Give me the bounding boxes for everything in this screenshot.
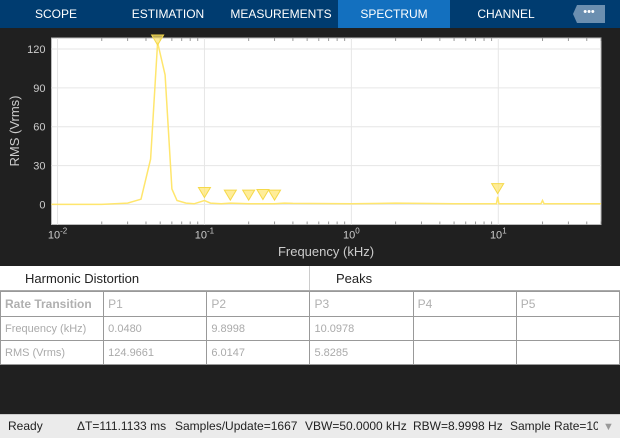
spectrum-plot[interactable]: 0 30 60 90 120 10-2 10-1 100 101 Frequency (kHz)… (0, 28, 620, 266)
harmonic-distortion-tab[interactable]: Harmonic Distortion (0, 266, 310, 290)
table-cell (412, 340, 517, 365)
table-cell (412, 316, 517, 341)
table-cell (515, 340, 620, 365)
column-header: Rate Transition (0, 291, 105, 317)
tab-channel-measurements[interactable]: CHANNEL MEASU... (477, 7, 535, 50)
tab-scope[interactable]: SCOPE (34, 7, 77, 21)
x-axis-label: Frequency (kHz) (278, 244, 374, 259)
table-cell: 6.0147 (206, 340, 311, 365)
peaks-table: Rate Transition P1 P2 P3 P4 P5 Frequency… (0, 291, 620, 365)
peak-marker (267, 189, 282, 202)
table-header-row: Rate Transition P1 P2 P3 P4 P5 (0, 291, 620, 317)
table-cell: 9.8998 (206, 316, 311, 341)
table-cell: 0.0480 (103, 316, 208, 341)
table-row: Frequency (kHz) 0.0480 9.8998 10.0978 (0, 316, 620, 341)
more-tabs-button[interactable]: ••• (573, 5, 605, 23)
peak-marker (223, 189, 238, 202)
column-header: P4 (412, 291, 517, 317)
status-dropdown-icon[interactable]: ▼ (603, 421, 614, 433)
table-cell: RMS (Vrms) (0, 340, 105, 365)
table-cell: Frequency (kHz) (0, 316, 105, 341)
table-cell: 124.9661 (103, 340, 208, 365)
column-header: P2 (206, 291, 311, 317)
status-delta-t: ΔT=111.1133 ms (77, 419, 167, 433)
spectrum-trace (51, 42, 601, 206)
status-samples: Samples/Update=1667 (175, 419, 298, 433)
status-state: Ready (8, 419, 43, 433)
tab-spectrum[interactable]: SPECTRUM (338, 0, 450, 28)
y-tick-label: 60 (33, 122, 45, 134)
tab-bar: SCOPE ESTIMATION MEASUREMENTS SPECTRUM C… (0, 0, 620, 50)
status-rbw: RBW=8.9998 Hz (413, 419, 503, 433)
table-row: RMS (Vrms) 124.9661 6.0147 5.8285 (0, 340, 620, 365)
plot-area (51, 37, 602, 225)
table-cell (515, 316, 620, 341)
peaks-tab[interactable]: Peaks (336, 271, 373, 286)
peak-marker (197, 187, 212, 199)
peak-marker (490, 183, 505, 195)
y-tick-label: 30 (33, 161, 45, 173)
status-vbw: VBW=50.0000 kHz (305, 419, 407, 433)
column-header: P1 (103, 291, 208, 317)
x-tick-label: 100 (343, 227, 360, 242)
peak-marker (150, 34, 165, 46)
tab-measurements[interactable]: MEASUREMENTS (230, 7, 332, 21)
measurements-panel: Harmonic Distortion Peaks Rate Transitio… (0, 266, 620, 414)
status-sample-rate: Sample Rate=100 (510, 419, 598, 433)
peak-marker (241, 189, 256, 202)
y-tick-label: 0 (39, 199, 45, 211)
peak-marker (256, 188, 270, 201)
tab-estimation[interactable]: ESTIMATION (131, 7, 205, 21)
y-tick-label: 90 (33, 83, 45, 95)
y-axis-label: RMS (Vrms) (7, 95, 22, 166)
table-cell: 5.8285 (309, 340, 414, 365)
x-tick-label: 101 (490, 227, 507, 242)
table-cell: 10.0978 (309, 316, 414, 341)
x-tick-label: 10-1 (195, 227, 215, 242)
column-header: P5 (515, 291, 620, 317)
status-bar: Ready ΔT=111.1133 ms Samples/Update=1667… (0, 414, 620, 438)
column-header: P3 (309, 291, 414, 317)
x-tick-label: 10-2 (48, 227, 68, 242)
y-tick-label: 120 (27, 44, 45, 56)
